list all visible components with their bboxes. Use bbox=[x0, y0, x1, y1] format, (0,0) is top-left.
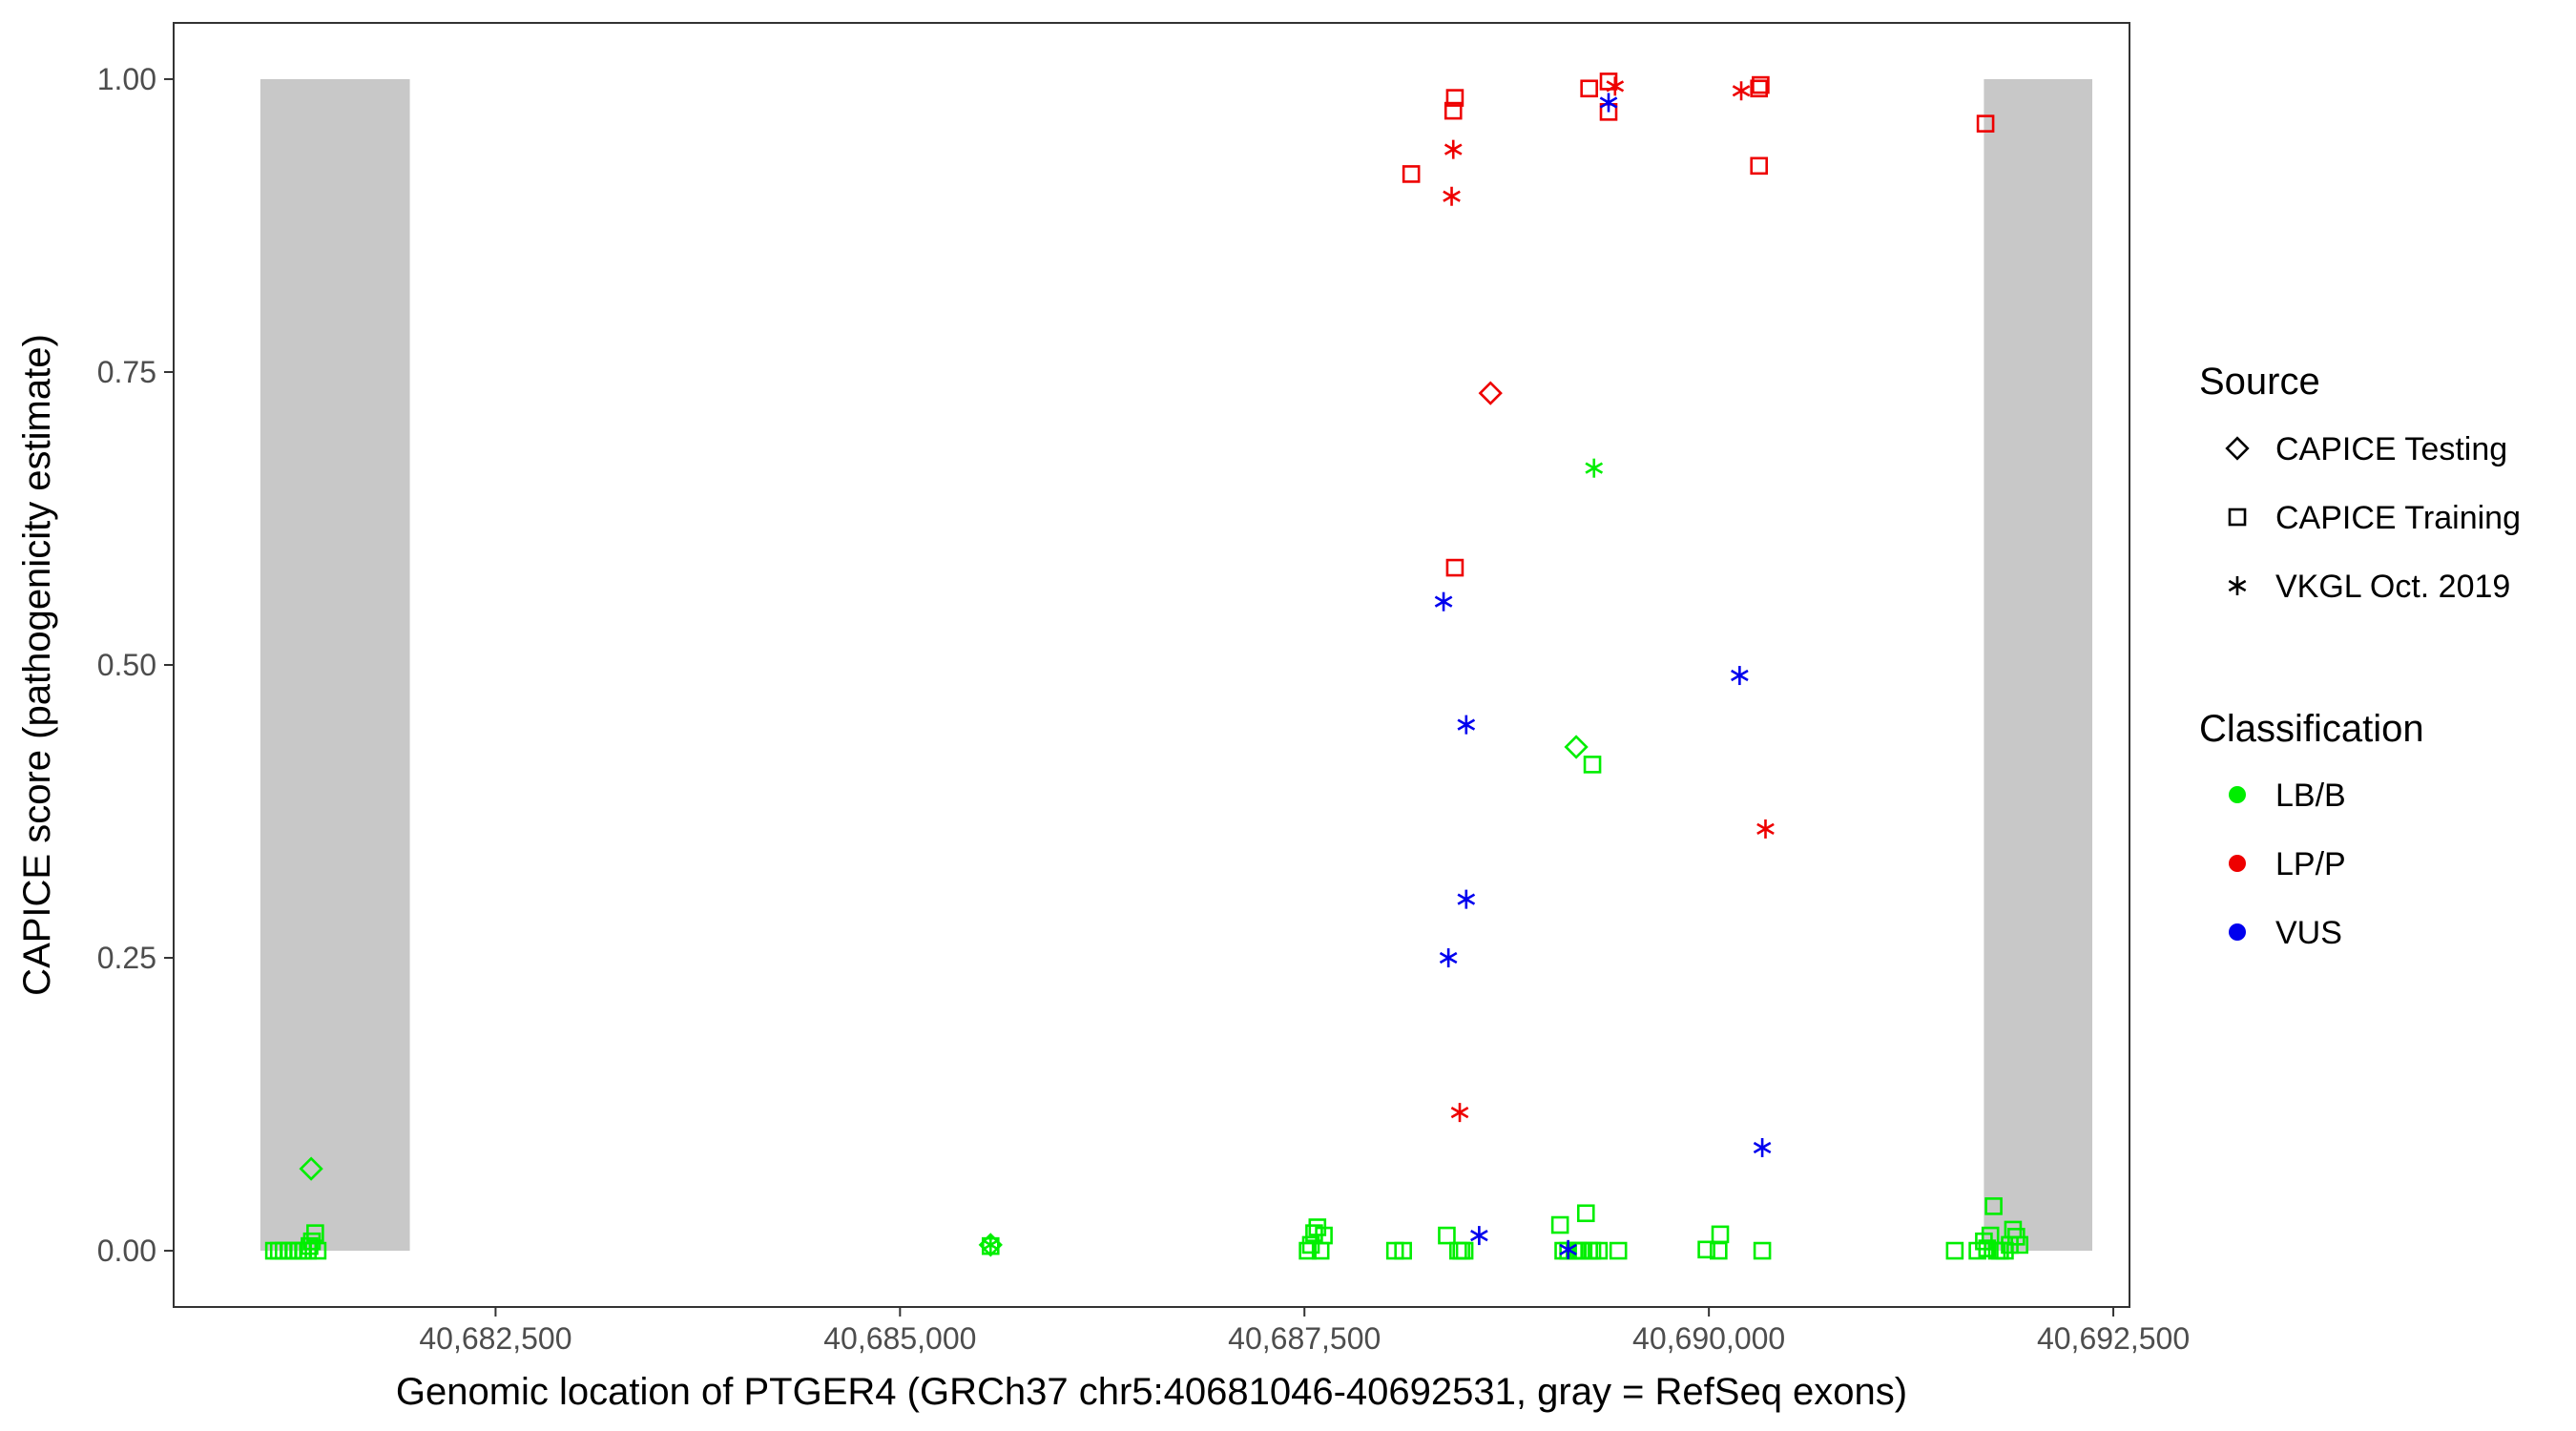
exon-regions bbox=[260, 78, 2093, 1252]
legend-class-label: VUS bbox=[2275, 915, 2342, 951]
y-tick-label: 0.00 bbox=[97, 1234, 156, 1268]
point-square-lpp bbox=[1976, 114, 1995, 133]
point-asterisk-lpp bbox=[1443, 186, 1461, 206]
point-asterisk-vus bbox=[1559, 1239, 1577, 1259]
point-asterisk-vus bbox=[1434, 591, 1453, 612]
point-square-lbb bbox=[1455, 1241, 1474, 1260]
point-square-lbb bbox=[1298, 1241, 1317, 1260]
point-square-lbb bbox=[1550, 1215, 1569, 1234]
point-asterisk-lbb bbox=[981, 1234, 1000, 1255]
point-square-lbb bbox=[1583, 756, 1602, 774]
legend-class-label: LP/P bbox=[2275, 846, 2346, 882]
point-asterisk-lpp bbox=[1444, 139, 1463, 159]
exon-region-2 bbox=[1984, 78, 2093, 1252]
legend-class-key bbox=[2229, 855, 2246, 872]
x-tick-label: 40,690,000 bbox=[1632, 1321, 1785, 1356]
point-asterisk-vus bbox=[1753, 1137, 1772, 1157]
y-axis: 0.00 0.25 0.50 0.75 1.00 bbox=[97, 62, 174, 1268]
point-square-lbb bbox=[306, 1224, 324, 1242]
point-square-lbb bbox=[308, 1241, 327, 1260]
point-asterisk-vus bbox=[1731, 666, 1749, 686]
point-asterisk-lbb bbox=[1585, 458, 1604, 478]
y-tick-label: 0.75 bbox=[97, 355, 156, 389]
point-square-lbb bbox=[1301, 1235, 1320, 1255]
point-asterisk-lpp bbox=[1450, 1103, 1469, 1123]
point-square-lbb bbox=[1609, 1241, 1628, 1260]
point-asterisk-lpp bbox=[1756, 819, 1775, 839]
point-square-lbb bbox=[1753, 1241, 1772, 1260]
legend-class-key bbox=[2229, 923, 2246, 941]
point-square-lpp bbox=[1750, 156, 1769, 176]
point-square-lbb bbox=[1576, 1204, 1595, 1223]
legend-source-label: CAPICE Training bbox=[2275, 500, 2521, 536]
legend-source-key-diamond bbox=[2225, 436, 2250, 461]
point-diamond-lbb bbox=[299, 1156, 323, 1181]
legend-classification-title: Classification bbox=[2199, 708, 2424, 750]
point-square-lpp bbox=[1445, 89, 1465, 107]
y-axis-label: CAPICE score (pathogenicity estimate) bbox=[16, 334, 58, 996]
point-square-lbb bbox=[1394, 1241, 1412, 1260]
point-square-lbb bbox=[1305, 1224, 1323, 1242]
point-asterisk-lpp bbox=[1732, 81, 1751, 101]
x-axis-label: Genomic location of PTGER4 (GRCh37 chr5:… bbox=[396, 1371, 1907, 1413]
x-tick-label: 40,687,500 bbox=[1228, 1321, 1381, 1356]
point-asterisk-vus bbox=[1599, 93, 1618, 113]
point-square-lbb bbox=[1978, 1239, 1997, 1257]
y-tick-label: 0.50 bbox=[97, 648, 156, 682]
point-square-lbb bbox=[1984, 1197, 2003, 1215]
point-square-lbb bbox=[1589, 1241, 1609, 1260]
legend: Source CAPICE Testing CAPICE Training VKGL… bbox=[2199, 361, 2521, 951]
point-asterisk-vus bbox=[1457, 889, 1476, 909]
point-square-lpp bbox=[1750, 79, 1769, 98]
point-square-lbb bbox=[1438, 1226, 1456, 1245]
point-asterisk-vus bbox=[1439, 948, 1458, 968]
legend-source-title: Source bbox=[2199, 361, 2320, 403]
exon-region-1 bbox=[260, 78, 410, 1252]
x-tick-label: 40,682,500 bbox=[419, 1321, 571, 1356]
point-asterisk-lpp bbox=[1606, 76, 1625, 96]
point-square-lbb bbox=[1945, 1241, 1964, 1260]
point-square-lbb bbox=[1697, 1240, 1715, 1259]
x-tick-label: 40,685,000 bbox=[823, 1321, 976, 1356]
legend-class-label: LB/B bbox=[2275, 778, 2346, 814]
legend-source-key-square bbox=[2228, 508, 2247, 527]
point-square-lpp bbox=[1402, 165, 1421, 183]
point-square-lbb bbox=[1315, 1226, 1333, 1245]
point-asterisk-vus bbox=[1470, 1226, 1488, 1246]
point-square-lpp bbox=[1580, 79, 1598, 98]
legend-source-label: VKGL Oct. 2019 bbox=[2275, 569, 2510, 605]
point-square-lpp bbox=[1444, 101, 1463, 120]
data-points bbox=[264, 73, 2028, 1260]
legend-source-label: CAPICE Testing bbox=[2275, 431, 2507, 467]
point-diamond-lpp bbox=[1478, 381, 1503, 405]
y-tick-label: 1.00 bbox=[97, 62, 156, 96]
point-square-lpp bbox=[1445, 558, 1465, 577]
point-square-lbb bbox=[1711, 1225, 1730, 1244]
point-square-lbb bbox=[299, 1241, 318, 1260]
point-square-lbb bbox=[2010, 1235, 2028, 1255]
x-axis: 40,682,500 40,685,000 40,687,500 40,690,000… bbox=[419, 1307, 2190, 1356]
point-square-lpp bbox=[1752, 75, 1770, 94]
point-diamond-lbb bbox=[1564, 735, 1589, 759]
point-asterisk-vus bbox=[1457, 715, 1476, 735]
x-tick-label: 40,692,500 bbox=[2037, 1321, 2190, 1356]
y-tick-label: 0.25 bbox=[97, 941, 156, 975]
legend-source-key-asterisk bbox=[2228, 576, 2247, 595]
legend-class-key bbox=[2229, 786, 2246, 803]
